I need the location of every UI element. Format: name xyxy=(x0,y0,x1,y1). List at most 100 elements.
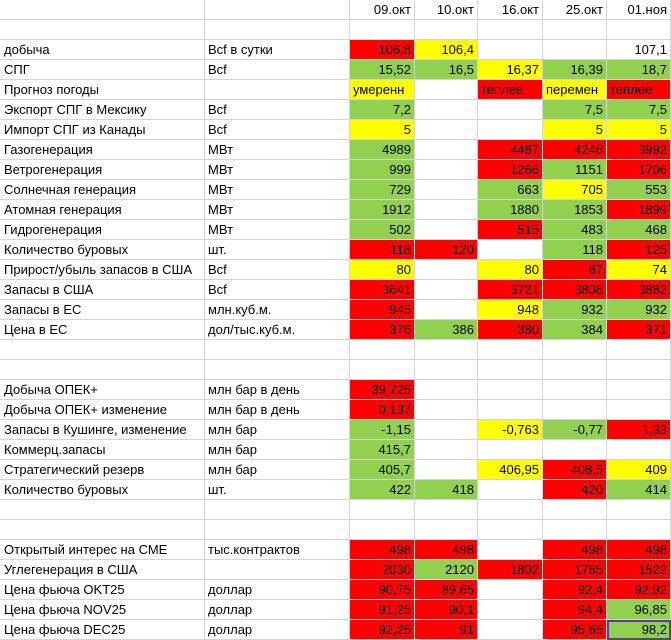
value-cell[interactable] xyxy=(607,340,671,360)
value-cell[interactable]: 3882 xyxy=(607,280,671,300)
value-cell[interactable] xyxy=(415,160,478,180)
value-cell[interactable]: 1765 xyxy=(543,560,607,580)
value-cell[interactable] xyxy=(543,20,607,40)
value-cell[interactable] xyxy=(478,480,543,500)
value-cell[interactable]: 3721 xyxy=(478,280,543,300)
value-cell[interactable]: 3641 xyxy=(350,280,415,300)
value-cell[interactable]: 1706 xyxy=(607,160,671,180)
value-cell[interactable] xyxy=(415,120,478,140)
row-label[interactable]: Углегенерация в США xyxy=(0,560,205,580)
row-unit[interactable]: дол/тыс.куб.м. xyxy=(205,320,350,340)
row-unit[interactable]: доллар xyxy=(205,600,350,620)
value-cell[interactable] xyxy=(478,520,543,540)
value-cell[interactable]: 5 xyxy=(350,120,415,140)
row-label[interactable]: Открытый интерес на СМЕ xyxy=(0,540,205,560)
value-cell[interactable]: 3808 xyxy=(543,280,607,300)
value-cell[interactable] xyxy=(415,340,478,360)
value-cell[interactable]: 414 xyxy=(607,480,671,500)
value-cell[interactable] xyxy=(607,20,671,40)
row-unit[interactable]: млн бар в день xyxy=(205,380,350,400)
row-unit[interactable] xyxy=(205,80,350,100)
value-cell[interactable] xyxy=(607,360,671,380)
value-cell[interactable]: 7,5 xyxy=(607,100,671,120)
value-cell[interactable]: 4246 xyxy=(543,140,607,160)
value-cell[interactable]: 1522 xyxy=(607,560,671,580)
row-label[interactable] xyxy=(0,520,205,540)
row-unit[interactable] xyxy=(205,560,350,580)
row-unit[interactable]: Bcf xyxy=(205,100,350,120)
value-cell[interactable] xyxy=(607,380,671,400)
value-cell[interactable] xyxy=(543,380,607,400)
value-cell[interactable]: 0,137 xyxy=(350,400,415,420)
value-cell[interactable]: 418 xyxy=(415,480,478,500)
value-cell[interactable]: 1912 xyxy=(350,200,415,220)
value-cell[interactable]: умеренн xyxy=(350,80,415,100)
value-cell[interactable] xyxy=(543,500,607,520)
value-cell[interactable]: 16,37 xyxy=(478,60,543,80)
row-label[interactable]: Прогноз погоды xyxy=(0,80,205,100)
value-cell[interactable]: 663 xyxy=(478,180,543,200)
header-cell-label[interactable] xyxy=(0,0,205,20)
value-cell[interactable] xyxy=(415,200,478,220)
value-cell[interactable]: 7,5 xyxy=(543,100,607,120)
value-cell[interactable] xyxy=(478,440,543,460)
value-cell[interactable] xyxy=(415,500,478,520)
row-label[interactable]: Цена фьюча OKT25 xyxy=(0,580,205,600)
value-cell[interactable]: 4487 xyxy=(478,140,543,160)
value-cell[interactable]: 409 xyxy=(607,460,671,480)
value-cell[interactable]: 945 xyxy=(350,300,415,320)
value-cell[interactable] xyxy=(415,360,478,380)
value-cell[interactable]: 498 xyxy=(415,540,478,560)
value-cell[interactable]: -0,77 xyxy=(543,420,607,440)
row-label[interactable]: Экспорт СПГ в Мексику xyxy=(0,100,205,120)
row-unit[interactable]: МВт xyxy=(205,200,350,220)
row-label[interactable]: Запасы в ЕС xyxy=(0,300,205,320)
value-cell[interactable]: 5 xyxy=(607,120,671,140)
value-cell[interactable]: 422 xyxy=(350,480,415,500)
value-cell[interactable] xyxy=(478,380,543,400)
row-label[interactable]: Газогенерация xyxy=(0,140,205,160)
value-cell[interactable] xyxy=(478,340,543,360)
value-cell[interactable]: 705 xyxy=(543,180,607,200)
value-cell[interactable]: 80 xyxy=(350,260,415,280)
row-unit[interactable]: тыс.контрактов xyxy=(205,540,350,560)
value-cell[interactable]: 420 xyxy=(543,480,607,500)
row-label[interactable]: Коммерц.запасы xyxy=(0,440,205,460)
value-cell[interactable]: 80 xyxy=(478,260,543,280)
value-cell[interactable] xyxy=(478,20,543,40)
value-cell[interactable] xyxy=(478,120,543,140)
value-cell[interactable]: 498 xyxy=(350,540,415,560)
row-label[interactable]: Количество буровых xyxy=(0,240,205,260)
value-cell[interactable] xyxy=(607,520,671,540)
value-cell[interactable]: 107,1 xyxy=(607,40,671,60)
date-header[interactable]: 09.окт xyxy=(350,0,415,20)
row-unit[interactable]: Bcf xyxy=(205,120,350,140)
value-cell[interactable] xyxy=(478,100,543,120)
value-cell[interactable] xyxy=(607,440,671,460)
row-unit[interactable]: млн.куб.м. xyxy=(205,300,350,320)
value-cell[interactable]: 999 xyxy=(350,160,415,180)
value-cell[interactable]: 502 xyxy=(350,220,415,240)
value-cell[interactable] xyxy=(543,360,607,380)
value-cell[interactable] xyxy=(543,440,607,460)
value-cell[interactable]: 1899 xyxy=(607,200,671,220)
value-cell[interactable]: 376 xyxy=(350,320,415,340)
value-cell[interactable] xyxy=(415,280,478,300)
value-cell[interactable]: 91,25 xyxy=(350,600,415,620)
value-cell[interactable] xyxy=(478,540,543,560)
value-cell[interactable]: 1802 xyxy=(478,560,543,580)
value-cell[interactable] xyxy=(478,240,543,260)
selected-value-cell[interactable]: 98,2 xyxy=(607,620,671,640)
date-header[interactable]: 25.окт xyxy=(543,0,607,20)
value-cell[interactable]: 3992 xyxy=(607,140,671,160)
value-cell[interactable]: перемен xyxy=(543,80,607,100)
row-label[interactable]: Солнечная генерация xyxy=(0,180,205,200)
value-cell[interactable] xyxy=(415,220,478,240)
row-label[interactable]: Добыча ОПЕК+ xyxy=(0,380,205,400)
value-cell[interactable] xyxy=(478,400,543,420)
value-cell[interactable]: 125 xyxy=(607,240,671,260)
value-cell[interactable] xyxy=(543,520,607,540)
value-cell[interactable] xyxy=(543,340,607,360)
row-unit[interactable]: млн бар в день xyxy=(205,400,350,420)
value-cell[interactable]: 39,725 xyxy=(350,380,415,400)
